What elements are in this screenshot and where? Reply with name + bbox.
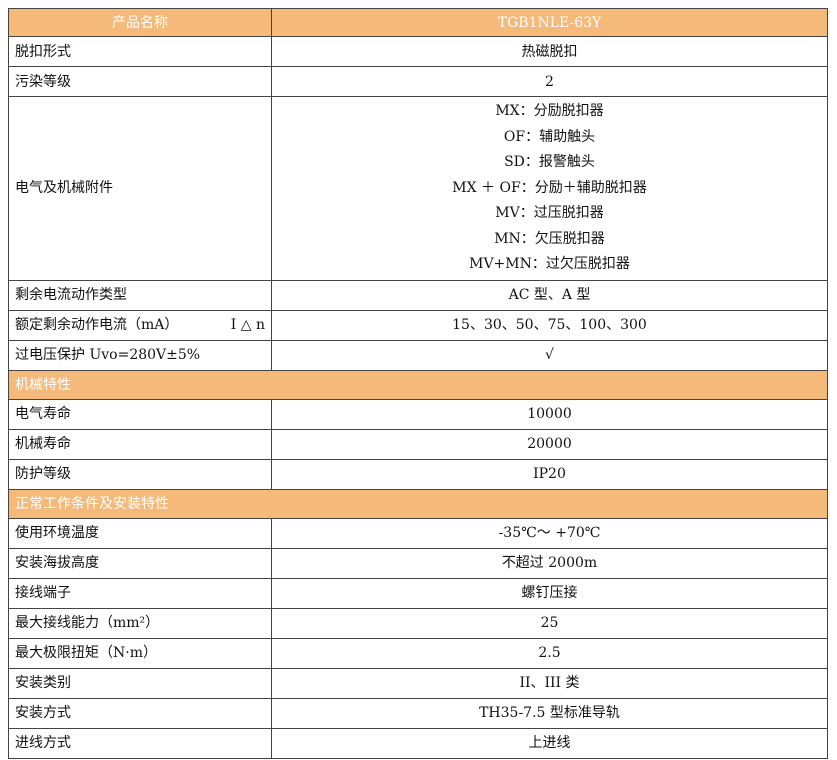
table-row: 接线端子 螺钉压接 (8, 577, 828, 609)
row-label: 额定剩余动作电流（mA） I △ n (8, 309, 272, 341)
row-label: 安装方式 (8, 697, 272, 729)
row-label: 进线方式 (8, 727, 272, 759)
row-label-text: 安装类别 (15, 675, 71, 691)
row-label-text: 额定剩余动作电流（mA） (15, 317, 179, 333)
row-value: 15、30、50、75、100、300 (271, 309, 828, 341)
table-row: 剩余电流动作类型 AC 型、A 型 (8, 279, 828, 311)
row-value: 热磁脱扣 (271, 36, 828, 67)
row-label-text: 接线端子 (15, 585, 71, 601)
row-value: TH35-7.5 型标准导轨 (271, 697, 828, 729)
row-label-text: 最大接线能力（mm²） (15, 615, 160, 631)
row-label: 最大极限扭矩（N·m） (8, 637, 272, 669)
row-label-text: 最大极限扭矩（N·m） (15, 645, 157, 661)
row-label: 电气寿命 (8, 398, 272, 430)
table-row: 使用环境温度 -35℃～ +70℃ (8, 517, 828, 549)
accessory-item: MN：欠压脱扣器 (494, 230, 605, 247)
row-label: 接线端子 (8, 577, 272, 609)
row-value: 上进线 (271, 727, 828, 759)
row-value: 10000 (271, 398, 828, 430)
table-row: 机械寿命 20000 (8, 428, 828, 460)
section-title: 正常工作条件及安装特性 (8, 488, 828, 519)
row-label-text: 防护等级 (15, 466, 71, 482)
row-label: 最大接线能力（mm²） (8, 607, 272, 639)
row-label-text: 脱扣形式 (15, 43, 71, 60)
row-label-text: 过电压保护 Uvo=280V±5% (15, 347, 201, 363)
accessory-item: OF：辅助触头 (503, 128, 596, 145)
row-label-symbol: I △ n (230, 317, 265, 333)
row-value: AC 型、A 型 (271, 279, 828, 311)
table-row: 最大极限扭矩（N·m） 2.5 (8, 637, 828, 669)
accessory-item: MX：分励脱扣器 (495, 103, 604, 119)
accessory-item: MV：过压脱扣器 (495, 205, 604, 221)
table-row: 安装类别 II、III 类 (8, 667, 828, 699)
row-value: -35℃～ +70℃ (271, 517, 828, 549)
table-row: 安装方式 TH35-7.5 型标准导轨 (8, 697, 828, 729)
row-value: 螺钉压接 (271, 577, 828, 609)
row-label: 机械寿命 (8, 428, 272, 460)
header-product-name: 产品名称 (8, 8, 272, 37)
header-model: TGB1NLE-63Y (271, 8, 828, 37)
spec-table: 产品名称 TGB1NLE-63Y 脱扣形式 热磁脱扣 污染等级 2 电气及机械附件 MX：… (8, 8, 828, 759)
table-row: 安装海拔高度 不超过 2000m (8, 547, 828, 579)
section-header: 机械特性 (8, 369, 828, 400)
section-header: 正常工作条件及安装特性 (8, 488, 828, 519)
row-label: 剩余电流动作类型 (8, 279, 272, 311)
table-row: 额定剩余动作电流（mA） I △ n 15、30、50、75、100、300 (8, 309, 828, 341)
accessory-item: SD：报警触头 (504, 154, 595, 170)
row-label: 安装类别 (8, 667, 272, 699)
table-row: 进线方式 上进线 (8, 727, 828, 759)
row-label-text: 剩余电流动作类型 (15, 287, 127, 303)
row-value: 不超过 2000m (271, 547, 828, 579)
row-value: II、III 类 (271, 667, 828, 699)
row-label: 防护等级 (8, 458, 272, 490)
table-row: 防护等级 IP20 (8, 458, 828, 490)
row-label-text: 安装海拔高度 (15, 555, 99, 571)
row-value: 2 (271, 66, 828, 97)
table-row: 电气寿命 10000 (8, 398, 828, 430)
row-label: 使用环境温度 (8, 517, 272, 549)
row-label: 安装海拔高度 (8, 547, 272, 579)
table-row: 脱扣形式 热磁脱扣 (8, 36, 828, 67)
table-row-accessories: 电气及机械附件 MX：分励脱扣器 OF：辅助触头 SD：报警触头 MX ＋ OF：分励＋… (8, 96, 828, 281)
row-label-text: 安装方式 (15, 705, 71, 721)
table-row: 过电压保护 Uvo=280V±5% √ (8, 339, 828, 371)
table-row: 最大接线能力（mm²） 25 (8, 607, 828, 639)
row-label-text: 电气寿命 (15, 406, 71, 422)
row-label-text: 污染等级 (15, 73, 71, 90)
row-label-text: 使用环境温度 (15, 525, 99, 541)
row-label-text: 机械寿命 (15, 436, 71, 452)
row-value: 25 (271, 607, 828, 639)
row-value: √ (271, 339, 828, 371)
header-row: 产品名称 TGB1NLE-63Y (8, 8, 828, 37)
row-value: 20000 (271, 428, 828, 460)
accessory-item: MX ＋ OF：分励＋辅助脱扣器 (452, 179, 647, 196)
accessories-list: MX：分励脱扣器 OF：辅助触头 SD：报警触头 MX ＋ OF：分励＋辅助脱扣器 MV… (271, 96, 828, 281)
table-row: 污染等级 2 (8, 66, 828, 97)
row-value: IP20 (271, 458, 828, 490)
section-title: 机械特性 (8, 369, 828, 400)
row-label: 过电压保护 Uvo=280V±5% (8, 339, 272, 371)
row-value: 2.5 (271, 637, 828, 669)
row-label-text: 进线方式 (15, 735, 71, 751)
accessory-item: MV+MN：过欠压脱扣器 (469, 256, 630, 272)
row-label: 污染等级 (8, 66, 272, 97)
row-label: 脱扣形式 (8, 36, 272, 67)
row-label: 电气及机械附件 (8, 96, 272, 281)
